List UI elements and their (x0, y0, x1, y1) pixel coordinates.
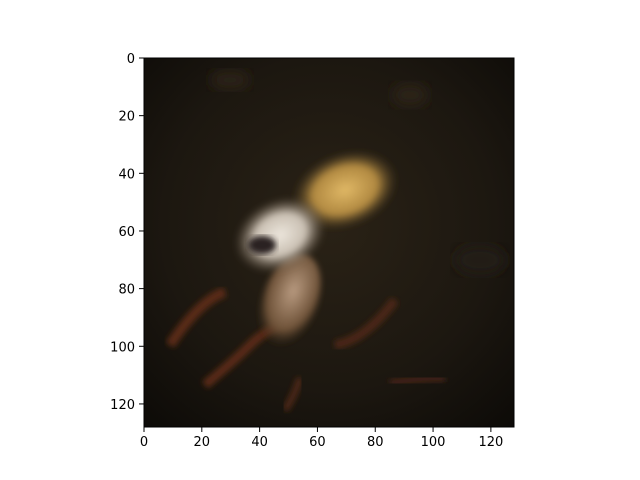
streak (334, 297, 399, 350)
y-axis: 0 20 40 60 80 100 120 (110, 52, 144, 413)
x-tick-label: 80 (367, 435, 384, 450)
texture-spot (455, 245, 505, 275)
dark-spot (248, 236, 276, 254)
streak (282, 376, 304, 412)
image-area (144, 58, 514, 427)
x-tick-label: 120 (478, 435, 503, 450)
y-tick-label: 80 (118, 283, 135, 298)
texture-spot (392, 83, 428, 107)
y-tick-label: 120 (110, 398, 135, 413)
axes-frame (143, 57, 515, 428)
texture-spot (210, 70, 250, 90)
body-blob (258, 253, 322, 347)
y-tick-label: 60 (118, 225, 135, 240)
x-tick-label: 40 (251, 435, 268, 450)
x-axis: 0 20 40 60 80 100 120 (140, 427, 503, 450)
streak (165, 287, 227, 348)
streak (389, 374, 446, 387)
x-tick-label: 20 (194, 435, 211, 450)
y-tick-label: 40 (118, 167, 135, 182)
y-tick-label: 20 (118, 110, 135, 125)
image-background (144, 58, 514, 427)
y-tick-label: 100 (110, 340, 135, 355)
y-tick-label: 0 (127, 52, 135, 67)
white-blob (233, 196, 327, 274)
x-tick-label: 60 (309, 435, 326, 450)
x-tick-label: 100 (421, 435, 446, 450)
x-tick-label: 0 (140, 435, 148, 450)
